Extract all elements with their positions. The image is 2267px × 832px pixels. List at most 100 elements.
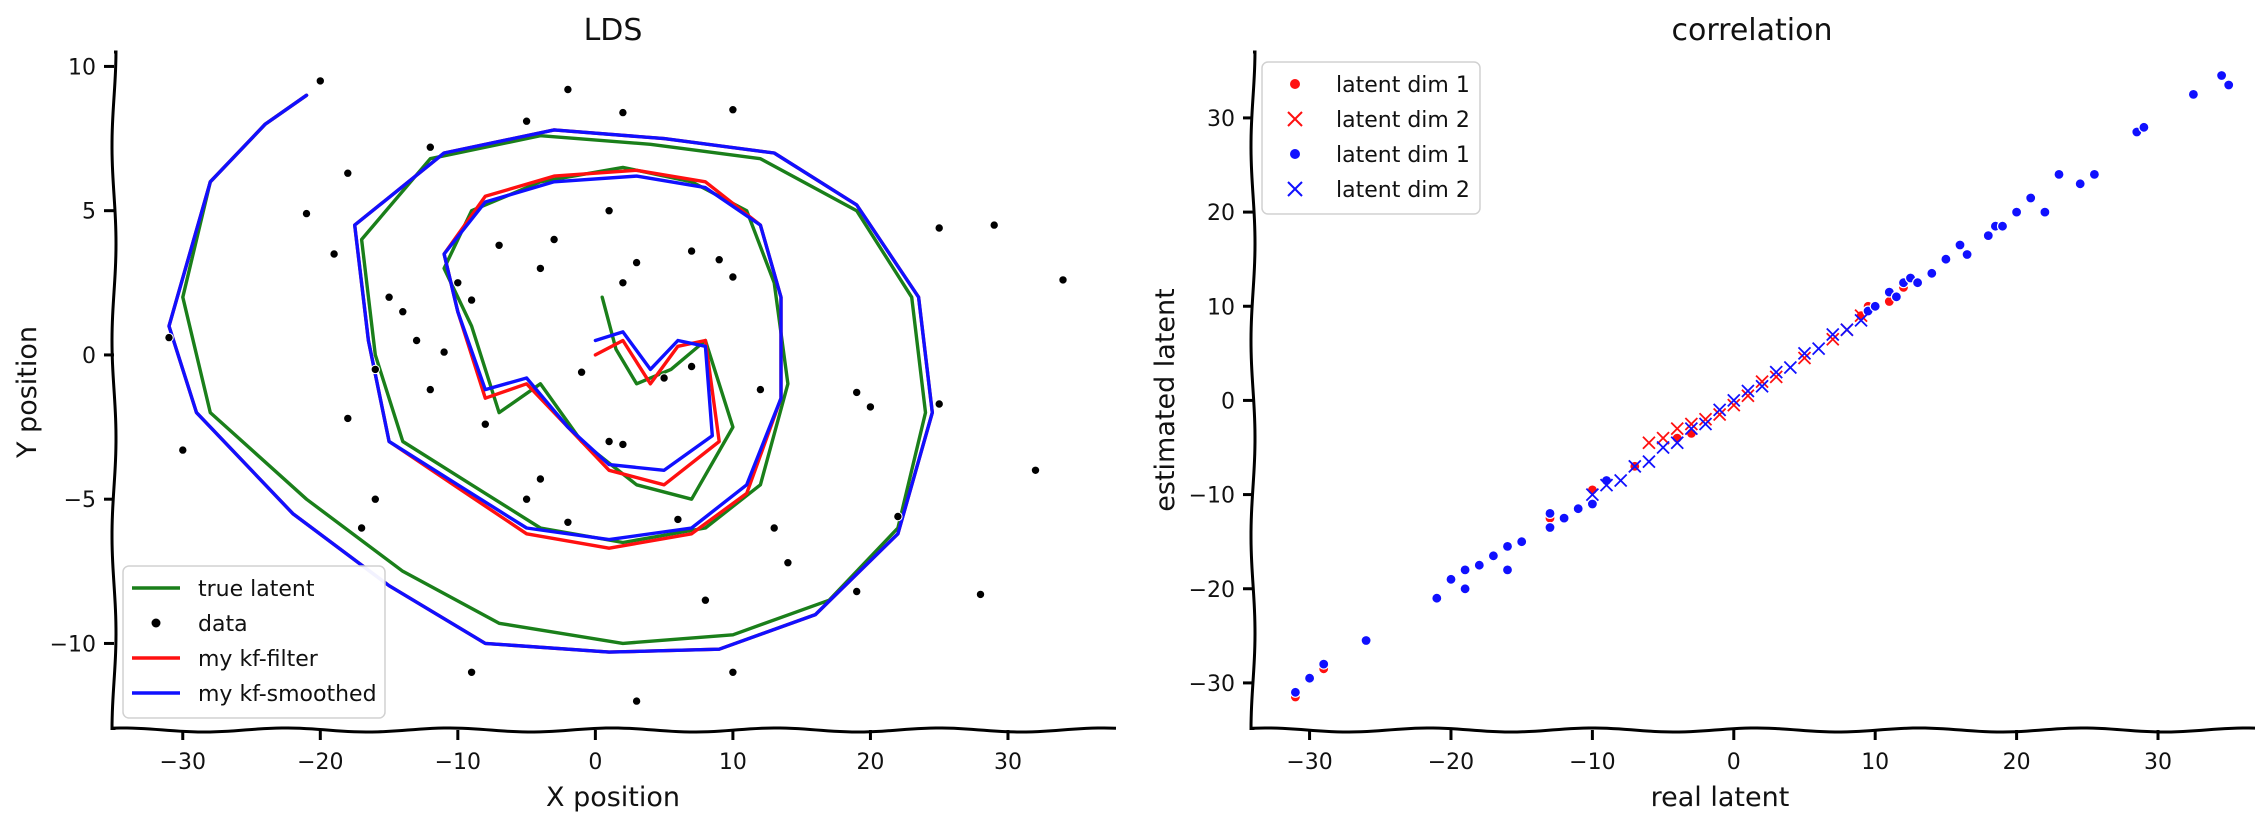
data-point [563, 517, 573, 527]
lds-title: LDS [584, 13, 643, 48]
correlation-legend-label: latent dim 2 [1336, 108, 1470, 133]
correlation-point [1501, 564, 1514, 576]
correlation-xtick-label: 0 [1727, 750, 1741, 775]
correlation-x-mark [1656, 440, 1670, 455]
data-point [659, 373, 669, 383]
data-point [521, 494, 532, 504]
data-point [852, 387, 862, 398]
correlation-axes: −30 −20 −10 0 10 20 30 −30 −20 −10 0 10 20 30 [1189, 50, 2256, 775]
data-point [934, 223, 944, 233]
lds-x-spine [112, 726, 1117, 734]
x-stroke [1811, 341, 1826, 356]
lds-legend-box [122, 565, 386, 719]
correlation-xtick-label: 10 [1861, 750, 1889, 775]
data-point [934, 399, 944, 409]
correlation-x-mark [1840, 323, 1854, 337]
correlation-point [2010, 206, 2023, 218]
correlation-x-mark [1698, 412, 1713, 426]
correlation-ytick-label: 30 [1207, 107, 1235, 132]
data-point [975, 589, 986, 600]
lds-xtick-label: 30 [994, 750, 1022, 775]
lds-ytick-label: 0 [82, 344, 96, 369]
correlation-legend-label: latent dim 1 [1336, 73, 1470, 98]
correlation-point [2216, 69, 2228, 82]
correlation-point [1890, 291, 1903, 303]
lds-xtick-label: −30 [160, 750, 206, 775]
lds-ytick-label: 5 [82, 200, 96, 225]
x-stroke [1769, 370, 1783, 384]
correlation-x-mark [1698, 417, 1713, 431]
x-stroke [1727, 398, 1741, 412]
x-stroke [1684, 422, 1699, 436]
data-point [755, 384, 766, 395]
correlation-x-mark [1741, 389, 1755, 403]
correlation-x-mark [1797, 351, 1812, 365]
x-stroke [1783, 360, 1797, 375]
correlation-xtick-label: 20 [2003, 750, 2031, 775]
correlation-point [1360, 634, 1372, 647]
x-stroke [1713, 403, 1727, 417]
correlation-x-mark [1727, 393, 1741, 408]
data-point [315, 76, 325, 86]
data-point [343, 413, 353, 424]
correlation-point [1459, 583, 1471, 595]
data-point [852, 586, 862, 597]
correlation-point [1445, 573, 1457, 585]
x-stroke [1628, 459, 1642, 473]
correlation-x-mark [1854, 313, 1868, 328]
data-point [618, 107, 628, 118]
data-point [631, 257, 642, 268]
correlation-point [1487, 550, 1500, 562]
x-stroke [1769, 365, 1783, 379]
lds-legend-label: data [198, 612, 248, 637]
correlation-legend-swatch [1287, 181, 1303, 197]
correlation-point [1544, 521, 1556, 534]
correlation-x-mark [1670, 422, 1684, 436]
correlation-x-mark [1642, 436, 1656, 450]
lds-data-layer [164, 76, 1068, 706]
x-stroke [1614, 473, 1628, 488]
correlation-point [1961, 248, 1973, 261]
correlation-point [1586, 498, 1599, 510]
correlation-y-spine [1249, 50, 1257, 731]
lds-ytick-label: 10 [68, 55, 96, 80]
correlation-point [2074, 178, 2086, 190]
correlation-title: correlation [1672, 13, 1833, 48]
data-point [439, 347, 449, 357]
data-point [728, 667, 738, 677]
correlation-point [1996, 220, 2009, 232]
lds-legend-swatch [151, 618, 161, 628]
correlation-x-mark [1769, 365, 1783, 379]
correlation-point [2088, 168, 2100, 180]
correlation-x-mark [1670, 436, 1684, 450]
data-point [728, 105, 738, 115]
correlation-x-mark [1826, 332, 1840, 346]
correlation-point [2138, 121, 2150, 133]
x-stroke [1755, 379, 1769, 393]
x-stroke [1585, 487, 1600, 502]
x-stroke [1797, 351, 1812, 365]
correlation-x-mark [1684, 417, 1699, 431]
correlation-ylabel: estimated latent [1150, 288, 1181, 511]
lds-ytick-label: −10 [50, 632, 96, 657]
correlation-point [2053, 168, 2065, 180]
data-point [384, 292, 394, 302]
correlation-point [1473, 559, 1485, 571]
correlation-legend-label: latent dim 1 [1336, 143, 1470, 168]
correlation-x-mark [1826, 327, 1840, 342]
data-point [398, 307, 408, 317]
data-point [1030, 465, 1041, 475]
lds-axes: −30 −20 −10 0 10 20 30 −10 −5 0 5 10 [50, 50, 1117, 775]
correlation-x-mark [1755, 374, 1769, 389]
x-stroke [1642, 436, 1656, 450]
data-point [769, 523, 779, 533]
data-point [714, 255, 724, 265]
correlation-point [1572, 503, 1584, 515]
data-point [370, 494, 380, 504]
lds-legend-label: true latent [198, 577, 315, 602]
correlation-point [1911, 277, 1924, 289]
lds-legend-label: my kf-smoothed [198, 682, 377, 707]
correlation-xtick-label: −30 [1286, 750, 1332, 775]
correlation-x-mark [1713, 403, 1727, 417]
